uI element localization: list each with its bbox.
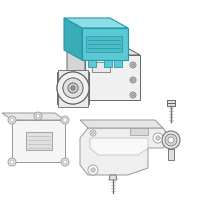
Circle shape: [63, 160, 67, 164]
Polygon shape: [85, 55, 140, 100]
Circle shape: [36, 114, 40, 118]
Circle shape: [130, 92, 136, 98]
Circle shape: [88, 165, 98, 175]
Circle shape: [8, 158, 16, 166]
Circle shape: [68, 83, 78, 93]
Polygon shape: [58, 70, 88, 107]
Polygon shape: [67, 45, 85, 100]
Circle shape: [153, 133, 163, 143]
Polygon shape: [2, 113, 65, 120]
Circle shape: [10, 118, 14, 122]
Polygon shape: [80, 120, 163, 128]
Polygon shape: [104, 60, 112, 67]
Polygon shape: [130, 128, 148, 135]
Circle shape: [130, 62, 136, 68]
Polygon shape: [92, 62, 110, 72]
Circle shape: [168, 137, 174, 143]
Circle shape: [68, 83, 78, 93]
Circle shape: [63, 118, 67, 122]
Circle shape: [34, 112, 42, 120]
Polygon shape: [67, 45, 140, 55]
Circle shape: [57, 72, 89, 104]
Polygon shape: [64, 18, 82, 60]
Circle shape: [165, 134, 177, 146]
Polygon shape: [86, 36, 122, 52]
Circle shape: [132, 64, 134, 66]
Circle shape: [71, 86, 75, 90]
Circle shape: [63, 78, 83, 98]
Polygon shape: [82, 28, 128, 60]
Circle shape: [71, 86, 75, 90]
Circle shape: [63, 78, 83, 98]
Polygon shape: [88, 60, 96, 67]
Circle shape: [156, 136, 160, 140]
Polygon shape: [57, 72, 89, 104]
Polygon shape: [64, 18, 128, 28]
Polygon shape: [80, 128, 170, 175]
Circle shape: [162, 131, 180, 149]
Circle shape: [57, 72, 89, 104]
Polygon shape: [168, 149, 174, 160]
Circle shape: [90, 130, 96, 136]
Polygon shape: [26, 132, 52, 150]
Circle shape: [61, 158, 69, 166]
Circle shape: [10, 160, 14, 164]
Circle shape: [130, 77, 136, 83]
Circle shape: [8, 116, 16, 124]
Polygon shape: [90, 138, 148, 155]
Polygon shape: [109, 175, 117, 180]
Polygon shape: [114, 60, 122, 67]
Circle shape: [132, 94, 134, 96]
Circle shape: [61, 116, 69, 124]
Polygon shape: [12, 120, 65, 162]
Polygon shape: [167, 100, 175, 106]
Circle shape: [92, 132, 94, 134]
Circle shape: [91, 168, 95, 172]
Circle shape: [132, 79, 134, 81]
